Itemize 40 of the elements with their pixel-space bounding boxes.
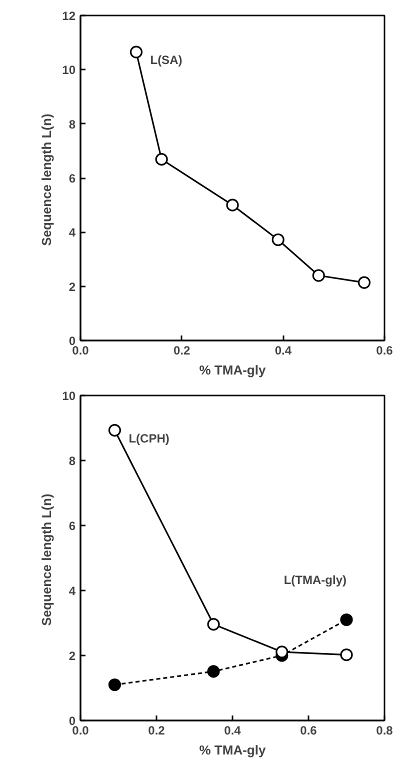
- point: [108, 424, 121, 437]
- y-tick-label: 10: [62, 389, 76, 403]
- x-tick-label: 0.6: [300, 724, 318, 738]
- y-tick-label: 4: [68, 584, 76, 598]
- y-tick-label: 4: [68, 226, 76, 240]
- point: [207, 665, 220, 678]
- x-axis-title: % TMA-gly: [199, 362, 266, 378]
- point: [312, 269, 325, 282]
- x-tick-label: 0.0: [72, 344, 90, 358]
- series-label: L(CPH): [128, 431, 170, 446]
- point: [207, 618, 220, 631]
- y-tick-label: 6: [68, 519, 76, 533]
- point: [108, 678, 121, 692]
- x-tick-label: 0.4: [224, 724, 242, 738]
- point: [130, 46, 143, 58]
- point: [226, 198, 239, 212]
- y-tick-label: 8: [68, 117, 76, 132]
- x-axis-title: % TMA-gly: [199, 742, 266, 758]
- point: [272, 233, 284, 246]
- point: [276, 646, 288, 658]
- x-tick-label: 0.0: [72, 724, 90, 738]
- point: [155, 153, 168, 166]
- y-tick-label: 8: [68, 454, 76, 468]
- y-tick-label: 2: [68, 280, 76, 294]
- y-tick-label: 6: [68, 172, 76, 186]
- y-axis-title: Sequence length L(n): [39, 114, 54, 246]
- x-tick-label: 0.2: [148, 724, 166, 738]
- y-tick-label: 10: [62, 63, 76, 78]
- point: [340, 648, 353, 662]
- series-label: L(SA): [150, 53, 182, 68]
- y-tick-label: 12: [62, 9, 76, 23]
- y-axis-title: Sequence length L(n): [39, 494, 54, 626]
- x-tick-label: 0.6: [376, 344, 394, 358]
- x-tick-label: 0.4: [274, 344, 292, 358]
- point: [340, 613, 353, 626]
- point: [358, 276, 371, 289]
- x-tick-label: 0.2: [173, 344, 190, 358]
- y-tick-label: 2: [68, 649, 76, 663]
- x-tick-label: 0.8: [376, 724, 394, 738]
- text: L(TMA-gly): [284, 572, 347, 587]
